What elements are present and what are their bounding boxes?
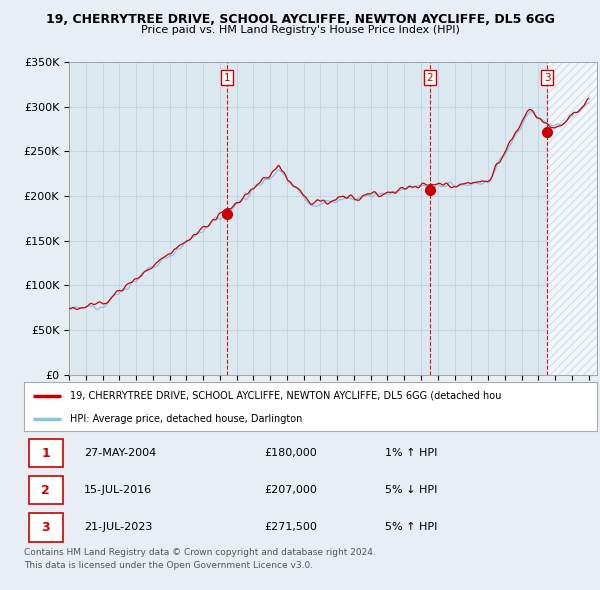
Text: 1: 1 [41, 447, 50, 460]
Text: 5% ↑ HPI: 5% ↑ HPI [385, 523, 437, 532]
Bar [547, 62, 597, 375]
Text: 3: 3 [544, 73, 551, 83]
Text: 27-MAY-2004: 27-MAY-2004 [84, 448, 157, 458]
FancyBboxPatch shape [29, 476, 63, 504]
Text: £271,500: £271,500 [265, 523, 317, 532]
Text: HPI: Average price, detached house, Darlington: HPI: Average price, detached house, Darl… [70, 414, 302, 424]
Text: £180,000: £180,000 [265, 448, 317, 458]
Text: 19, CHERRYTREE DRIVE, SCHOOL AYCLIFFE, NEWTON AYCLIFFE, DL5 6GG: 19, CHERRYTREE DRIVE, SCHOOL AYCLIFFE, N… [46, 13, 554, 26]
Text: 2: 2 [427, 73, 433, 83]
FancyBboxPatch shape [29, 513, 63, 542]
Text: 1: 1 [223, 73, 230, 83]
Text: This data is licensed under the Open Government Licence v3.0.: This data is licensed under the Open Gov… [24, 561, 313, 570]
Text: 21-JUL-2023: 21-JUL-2023 [84, 523, 152, 532]
Bar [547, 62, 597, 375]
Text: 2: 2 [41, 484, 50, 497]
Text: Price paid vs. HM Land Registry's House Price Index (HPI): Price paid vs. HM Land Registry's House … [140, 25, 460, 35]
Text: 1% ↑ HPI: 1% ↑ HPI [385, 448, 437, 458]
Text: £207,000: £207,000 [265, 486, 317, 495]
FancyBboxPatch shape [29, 439, 63, 467]
Text: 15-JUL-2016: 15-JUL-2016 [84, 486, 152, 495]
Text: 3: 3 [41, 521, 50, 534]
Text: Contains HM Land Registry data © Crown copyright and database right 2024.: Contains HM Land Registry data © Crown c… [24, 548, 376, 557]
Text: 5% ↓ HPI: 5% ↓ HPI [385, 486, 437, 495]
Text: 19, CHERRYTREE DRIVE, SCHOOL AYCLIFFE, NEWTON AYCLIFFE, DL5 6GG (detached hou: 19, CHERRYTREE DRIVE, SCHOOL AYCLIFFE, N… [70, 391, 501, 401]
